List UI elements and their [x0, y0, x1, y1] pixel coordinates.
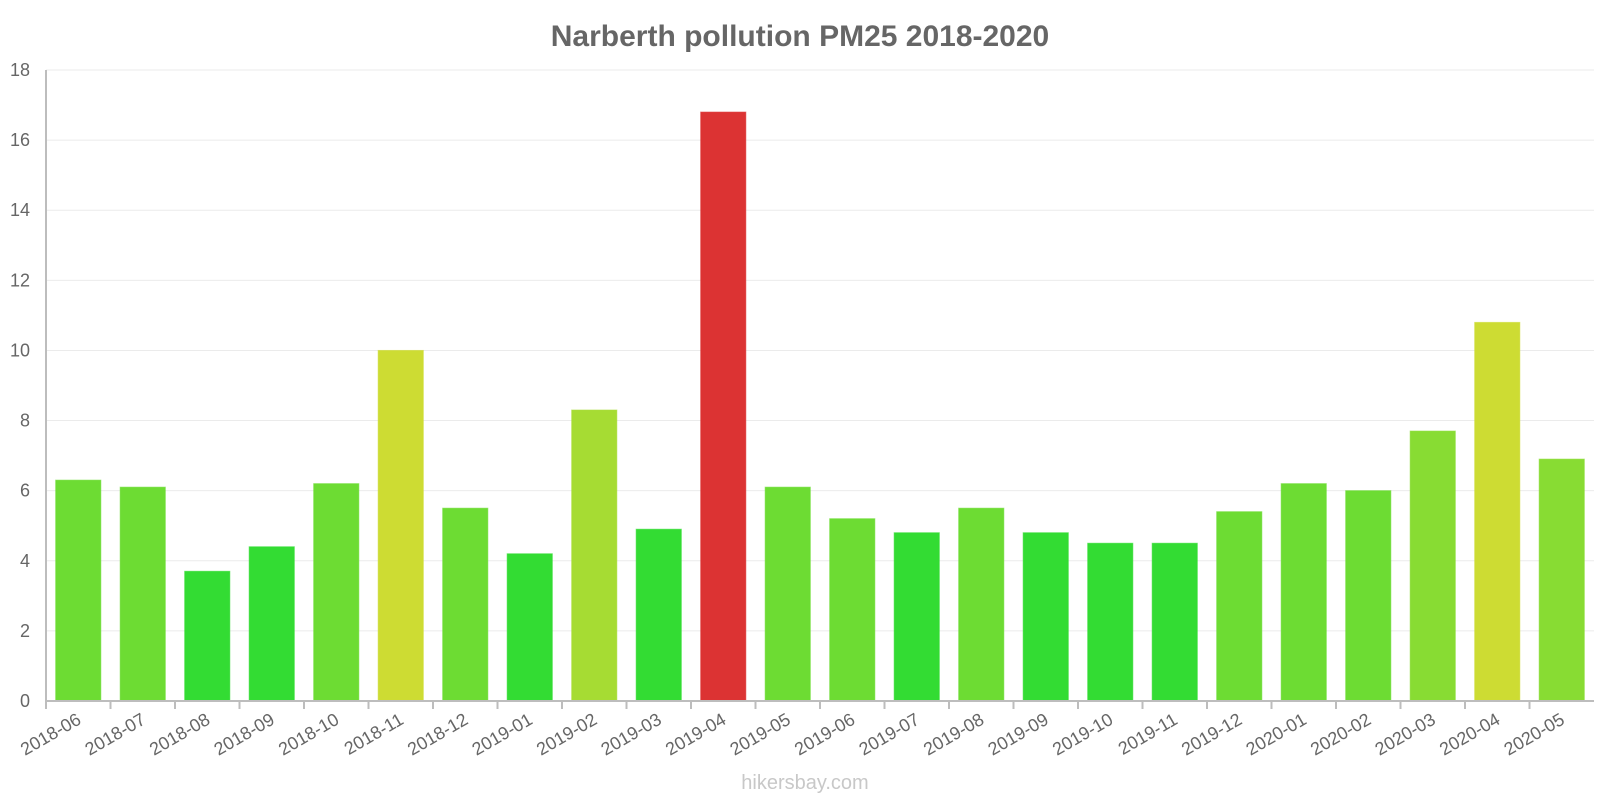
- bar: [1087, 542, 1134, 702]
- x-tick-label: 2019-01: [469, 709, 536, 759]
- bar: [313, 483, 360, 702]
- x-tick-label: 2019-06: [791, 709, 858, 759]
- bar: [958, 507, 1005, 702]
- bar: [1280, 483, 1327, 702]
- bar: [119, 486, 166, 702]
- x-tick-label: 2020-03: [1372, 709, 1439, 759]
- y-tick-label: 2: [20, 621, 30, 641]
- x-tick-label: 2019-09: [985, 709, 1052, 759]
- x-tick-label: 2018-11: [341, 709, 407, 759]
- x-tick-label: 2018-12: [404, 709, 471, 759]
- y-tick-label: 8: [20, 411, 30, 431]
- y-tick-label: 18: [10, 60, 30, 80]
- watermark: hikersbay.com: [741, 772, 868, 794]
- x-tick-label: 2018-07: [82, 709, 149, 759]
- bar: [184, 570, 231, 702]
- x-tick-label: 2018-06: [17, 709, 84, 759]
- x-tick-label: 2020-04: [1436, 709, 1503, 759]
- gridlines: [46, 69, 1594, 632]
- bar: [1216, 511, 1263, 702]
- x-tick-label: 2019-11: [1115, 709, 1181, 759]
- y-axis-ticks: 0 2 4 6 8 10 12 14 16 18: [10, 60, 30, 711]
- bar: [1409, 430, 1456, 702]
- x-tick-label: 2020-01: [1243, 709, 1310, 759]
- y-tick-label: 10: [10, 340, 30, 360]
- y-tick-label: 16: [10, 130, 30, 150]
- y-tick-label: 0: [20, 691, 30, 711]
- x-tick-label: 2019-08: [920, 709, 987, 759]
- bar: [700, 111, 747, 702]
- bar: [829, 518, 876, 702]
- x-tick-label: 2020-02: [1307, 709, 1374, 759]
- x-tick-label: 2019-04: [662, 709, 729, 759]
- bar: [764, 486, 811, 702]
- x-tick-label: 2020-05: [1501, 709, 1568, 759]
- bar: [635, 528, 682, 702]
- bars: [55, 111, 1585, 702]
- y-tick-label: 4: [20, 551, 30, 571]
- bar: [1151, 542, 1198, 702]
- bar: [1538, 458, 1585, 702]
- bar: [377, 349, 424, 702]
- bar: [1474, 321, 1521, 702]
- x-tick-label: 2019-10: [1049, 709, 1116, 759]
- x-tick-label: 2019-07: [856, 709, 923, 759]
- x-tick-label: 2019-03: [598, 709, 665, 759]
- x-axis-ticks: 2018-062018-072018-082018-092018-102018-…: [17, 701, 1568, 759]
- bar: [1345, 490, 1392, 702]
- y-tick-label: 12: [10, 270, 30, 290]
- chart-title: Narberth pollution PM25 2018-2020: [551, 20, 1050, 53]
- bar: [248, 546, 295, 702]
- bar: [442, 507, 489, 702]
- x-tick-label: 2019-12: [1178, 709, 1245, 759]
- x-tick-label: 2019-05: [727, 709, 794, 759]
- x-tick-label: 2018-09: [211, 709, 278, 759]
- x-tick-label: 2018-08: [146, 709, 213, 759]
- y-tick-label: 14: [10, 200, 30, 220]
- x-tick-label: 2019-02: [533, 709, 600, 759]
- bar: [55, 479, 102, 702]
- x-tick-label: 2018-10: [275, 709, 342, 759]
- y-tick-label: 6: [20, 481, 30, 501]
- bar: [571, 409, 618, 702]
- bar: [1022, 532, 1069, 702]
- bar: [893, 532, 940, 702]
- bar: [506, 553, 553, 702]
